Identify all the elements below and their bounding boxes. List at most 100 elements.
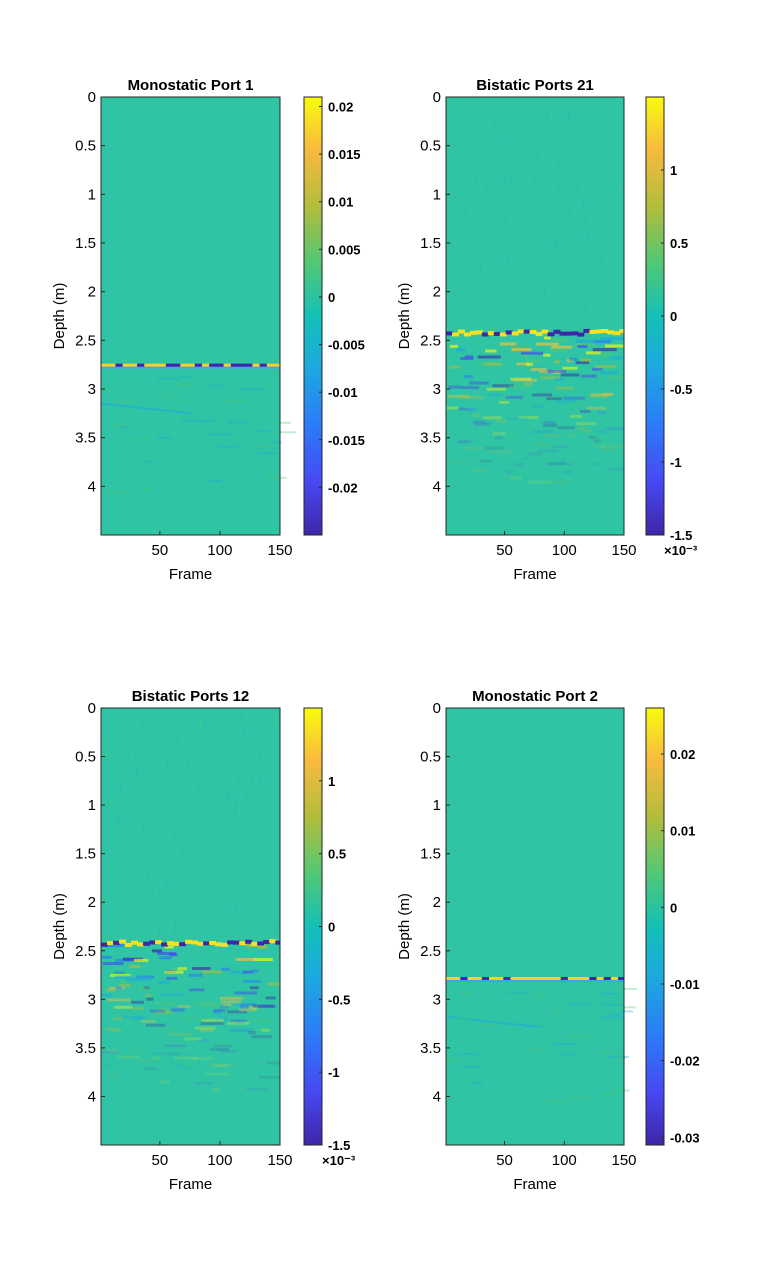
clutter-stripe xyxy=(107,1064,118,1068)
colorbar-tick-label: -0.02 xyxy=(670,1054,700,1069)
heatmap-texture xyxy=(589,229,592,234)
clutter-stripe xyxy=(119,984,131,988)
y-tick-label: 2 xyxy=(433,284,441,301)
colorbar-tick-label: 0.01 xyxy=(328,195,353,210)
y-tick-label: 3 xyxy=(433,381,441,398)
x-tick-label: 150 xyxy=(267,542,292,559)
reflector-cell xyxy=(503,976,512,980)
heatmap-texture xyxy=(181,851,184,859)
clutter-stripe xyxy=(252,1004,275,1008)
x-axis-label: Frame xyxy=(513,566,556,583)
clutter-stripe xyxy=(229,1028,253,1032)
clutter-stripe xyxy=(101,993,113,997)
y-tick-label: 3 xyxy=(433,991,441,1008)
reflector-cell xyxy=(511,331,519,336)
x-tick-label: 100 xyxy=(552,1152,577,1169)
reflector-cell xyxy=(603,976,612,980)
clutter-stripe xyxy=(209,1063,233,1067)
colorbar-tick-label: 1 xyxy=(328,774,335,789)
clutter-stripe xyxy=(586,406,606,410)
clutter-stripe xyxy=(230,1056,245,1060)
clutter-stripe xyxy=(594,340,611,344)
heatmap-texture xyxy=(265,744,268,755)
clutter-stripe xyxy=(543,1100,565,1103)
clutter-stripe xyxy=(464,375,474,379)
clutter-stripe xyxy=(523,473,530,477)
clutter-stripe xyxy=(449,344,458,348)
clutter-stripe xyxy=(589,436,596,440)
clutter-stripe xyxy=(460,357,474,361)
clutter-stripe xyxy=(108,490,124,493)
x-tick-label: 50 xyxy=(496,1152,513,1169)
heatmap-texture xyxy=(246,787,249,798)
reflector-cell xyxy=(541,329,549,334)
clutter-stripe xyxy=(131,1000,144,1004)
clutter-stripe xyxy=(260,1028,270,1032)
heatmap-texture xyxy=(589,269,592,273)
reflector-cell xyxy=(194,363,203,367)
clutter-stripe xyxy=(274,431,296,434)
clutter-stripe xyxy=(521,354,530,358)
clutter-stripe xyxy=(111,424,127,427)
y-tick-label: 0.5 xyxy=(420,749,441,766)
reflector-cell xyxy=(595,329,603,334)
clutter-stripe xyxy=(484,362,503,366)
clutter-stripe xyxy=(447,1058,458,1061)
reflector-cell xyxy=(122,363,131,367)
clutter-stripe xyxy=(567,1035,588,1038)
colorbar-tick-label: 0 xyxy=(670,309,677,324)
clutter-stripe xyxy=(161,993,184,997)
heatmap-texture xyxy=(610,162,613,171)
heatmap-texture xyxy=(505,266,508,277)
heatmap-texture xyxy=(479,265,482,272)
heatmap-texture xyxy=(528,174,531,184)
y-tick-label: 0.5 xyxy=(75,749,96,766)
reflector-cell xyxy=(129,363,138,367)
clutter-stripe xyxy=(226,1021,249,1025)
heatmap-texture xyxy=(106,746,109,757)
y-tick-label: 1 xyxy=(433,186,441,203)
clutter-stripe xyxy=(254,430,270,433)
clutter-stripe xyxy=(459,1053,479,1056)
clutter-stripe xyxy=(166,976,178,980)
heatmap-texture xyxy=(590,286,593,290)
clutter-stripe xyxy=(155,1011,173,1015)
x-tick-label: 100 xyxy=(552,542,577,559)
clutter-stripe xyxy=(242,970,254,974)
heatmap-texture xyxy=(110,800,113,804)
clutter-stripe xyxy=(602,392,614,396)
y-tick-label: 2 xyxy=(433,894,441,911)
clutter-stripe xyxy=(532,1049,545,1052)
chart-title: Bistatic Ports 12 xyxy=(132,688,250,705)
reflector-cell xyxy=(577,332,585,337)
clutter-stripe xyxy=(600,447,618,451)
clutter-stripe xyxy=(563,396,586,400)
clutter-stripe xyxy=(489,393,502,397)
clutter-stripe xyxy=(605,1055,630,1058)
clutter-stripe xyxy=(215,1018,230,1022)
clutter-stripe xyxy=(220,1000,242,1004)
y-tick-label: 2 xyxy=(88,894,96,911)
reflector-cell xyxy=(613,331,621,336)
y-axis-label: Depth (m) xyxy=(396,893,413,960)
clutter-stripe xyxy=(118,426,129,429)
clutter-stripe xyxy=(230,1019,247,1023)
clutter-stripe xyxy=(526,362,533,366)
clutter-stripe xyxy=(188,1062,198,1066)
clutter-stripe xyxy=(195,1001,219,1005)
clutter-stripe xyxy=(205,1072,229,1076)
heatmap-texture xyxy=(245,711,248,720)
heatmap-texture xyxy=(618,185,621,195)
heatmap-texture xyxy=(164,787,167,794)
clutter-stripe xyxy=(510,377,532,381)
clutter-stripe xyxy=(543,336,551,340)
clutter-stripe xyxy=(222,1003,232,1007)
reflector-cell xyxy=(523,329,531,334)
heatmap-texture xyxy=(193,897,196,902)
clutter-stripe xyxy=(156,393,171,396)
clutter-stripe xyxy=(271,441,282,444)
clutter-stripe xyxy=(600,444,624,448)
clutter-stripe xyxy=(109,986,125,990)
colorbar-tick-label: 0.02 xyxy=(328,100,353,115)
